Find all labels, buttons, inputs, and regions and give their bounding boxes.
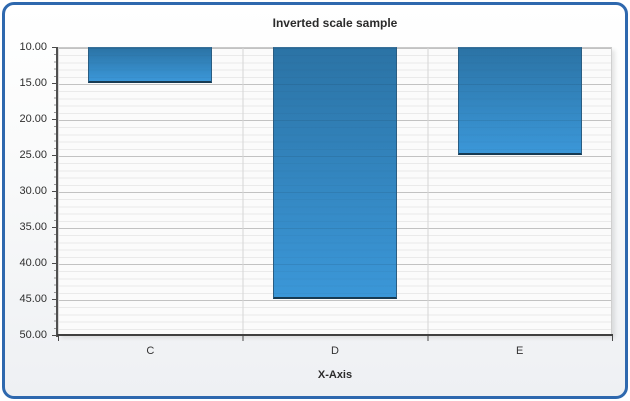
y-axis-tick-label: 45.00 [19,293,47,305]
x-axis-title: X-Axis [317,369,353,381]
y-axis-line [56,47,58,337]
category-label: D [331,345,339,357]
y-axis-tick-label: 35.00 [19,221,47,233]
category-label: E [515,345,524,357]
x-axis-ticks [58,336,613,341]
y-axis-tick-label: 15.00 [19,77,47,89]
y-axis-tick-label: 40.00 [19,257,47,269]
category-label: C [146,345,155,357]
y-axis-tick-label: 20.00 [19,113,47,125]
chart-title: Inverted scale sample [272,16,398,30]
y-axis-major-ticks [52,47,57,336]
bar-C [88,47,213,83]
bar-D [273,47,397,299]
bar-E [457,47,582,155]
y-axis-tick-label: 50.00 [19,329,47,341]
x-axis-line [57,334,613,336]
y-axis-tick-label: 30.00 [19,185,47,197]
y-axis-tick-label: 25.00 [19,149,47,161]
y-axis-tick-label: 10.00 [19,41,47,53]
